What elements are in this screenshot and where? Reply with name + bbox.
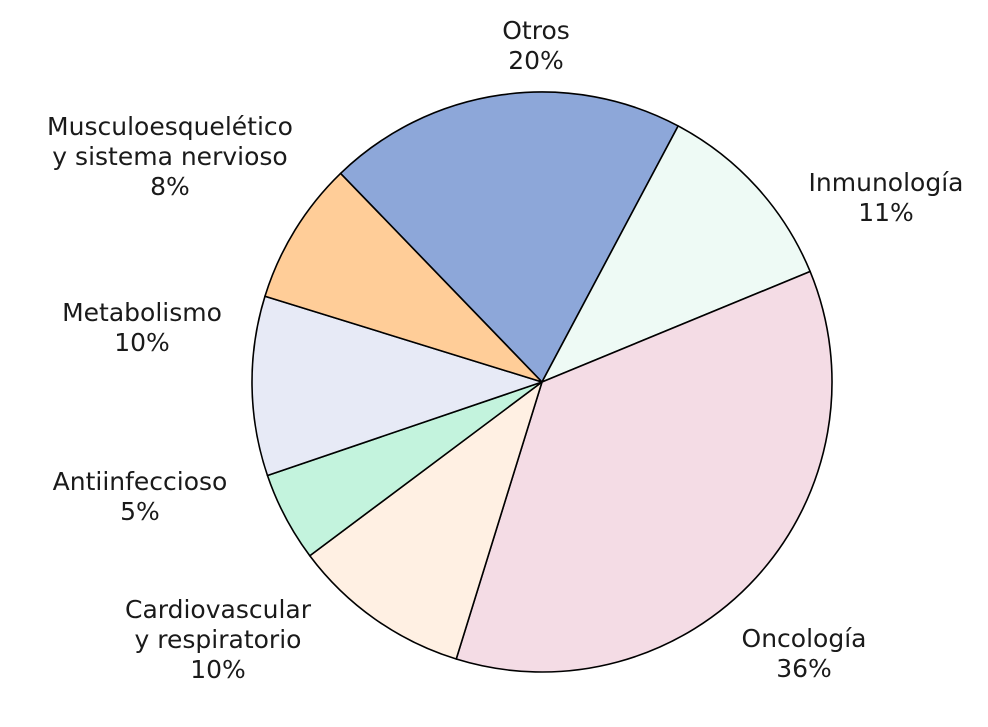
pie-slice-inmunologia <box>541 125 811 383</box>
slice-value: 36% <box>776 654 832 683</box>
slice-value: 10% <box>190 655 246 684</box>
slice-label-metabolismo: Metabolismo 10% <box>62 298 222 357</box>
slice-name: y sistema nervioso <box>52 142 287 171</box>
slice-labels: Otros 20% Inmunología 11% Oncología 36% Cardio… <box>47 16 963 684</box>
pie-slice-otros <box>339 91 679 383</box>
pie-slices <box>251 91 833 673</box>
pie-slice-metabolismo <box>251 295 543 477</box>
slice-name: Otros <box>502 16 570 45</box>
slice-name: Metabolismo <box>62 298 222 327</box>
slice-label-musculoesqueletico: Musculoesquelético y sistema nervioso 8% <box>47 112 293 201</box>
slice-label-cardiovascular: Cardiovascular y respiratorio 10% <box>125 595 312 684</box>
slice-label-inmunologia: Inmunología 11% <box>809 168 964 227</box>
slice-name: Musculoesquelético <box>47 112 293 141</box>
slice-name: Antiinfeccioso <box>53 467 228 496</box>
pie-slice-musculoesqueletico <box>264 172 543 383</box>
slice-name: Inmunología <box>809 168 964 197</box>
slice-value: 11% <box>858 198 914 227</box>
slice-value: 10% <box>114 328 170 357</box>
pie-slice-cardiovascular <box>308 381 543 660</box>
slice-label-antiinfeccioso: Antiinfeccioso 5% <box>53 467 228 526</box>
slice-label-oncologia: Oncología 36% <box>742 624 867 683</box>
pie-slice-oncologia <box>455 270 833 673</box>
slice-name: Oncología <box>742 624 867 653</box>
slice-name: y respiratorio <box>135 625 302 654</box>
slice-label-otros: Otros 20% <box>502 16 570 75</box>
slice-value: 8% <box>150 172 190 201</box>
slice-value: 20% <box>508 46 564 75</box>
slice-value: 5% <box>120 497 160 526</box>
slice-name: Cardiovascular <box>125 595 312 624</box>
